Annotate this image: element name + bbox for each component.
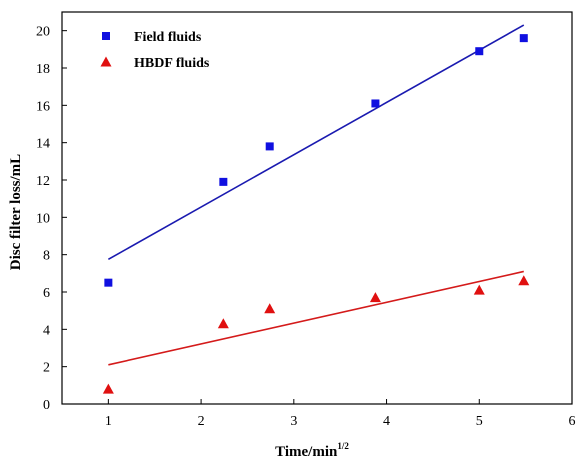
data-point-square (219, 177, 228, 186)
x-axis-label: Time/min1/2 (275, 441, 349, 460)
y-tick-label: 18 (36, 62, 50, 77)
y-axis-label: Disc filter loss/mL (8, 154, 24, 270)
y-tick-label: 0 (43, 398, 50, 413)
data-point-square (475, 47, 484, 56)
data-point-triangle (217, 318, 229, 329)
x-tick-label: 6 (569, 414, 576, 429)
data-point-square (265, 142, 274, 151)
legend-marker-triangle (100, 56, 112, 67)
y-tick-label: 12 (36, 174, 50, 189)
legend-marker-square (102, 32, 110, 40)
y-tick-label: 20 (36, 25, 50, 40)
data-point-square (519, 34, 528, 43)
x-tick-label: 5 (476, 414, 483, 429)
y-tick-label: 8 (43, 249, 50, 264)
y-tick-label: 14 (36, 137, 50, 152)
fit-line-series-0 (107, 24, 525, 261)
x-tick-label: 2 (198, 414, 205, 429)
y-tick-label: 6 (43, 286, 50, 301)
x-tick-label: 4 (383, 414, 390, 429)
fit-line-series-1 (108, 270, 524, 366)
plot-frame (61, 11, 573, 405)
y-tick-label: 4 (43, 323, 50, 338)
data-point-triangle (473, 284, 485, 295)
data-point-triangle (518, 275, 530, 286)
data-point-square (104, 278, 113, 287)
x-axis-label-main: Time/min (275, 444, 338, 460)
y-tick-label: 2 (43, 361, 50, 376)
data-point-triangle (369, 292, 381, 303)
fit-lines (107, 24, 525, 366)
x-axis-label-superscript: 1/2 (337, 441, 349, 451)
data-points (102, 34, 530, 394)
y-tick-label: 10 (36, 211, 50, 226)
y-tick-label: 16 (36, 99, 50, 114)
data-point-triangle (102, 383, 114, 394)
legend-label: HBDF fluids (134, 56, 210, 71)
legend-label: Field fluids (134, 30, 202, 45)
x-tick-label: 3 (290, 414, 297, 429)
x-tick-label: 1 (105, 414, 112, 429)
data-point-square (371, 99, 380, 108)
data-point-triangle (264, 303, 276, 314)
legend: Field fluids HBDF fluids (100, 30, 210, 71)
